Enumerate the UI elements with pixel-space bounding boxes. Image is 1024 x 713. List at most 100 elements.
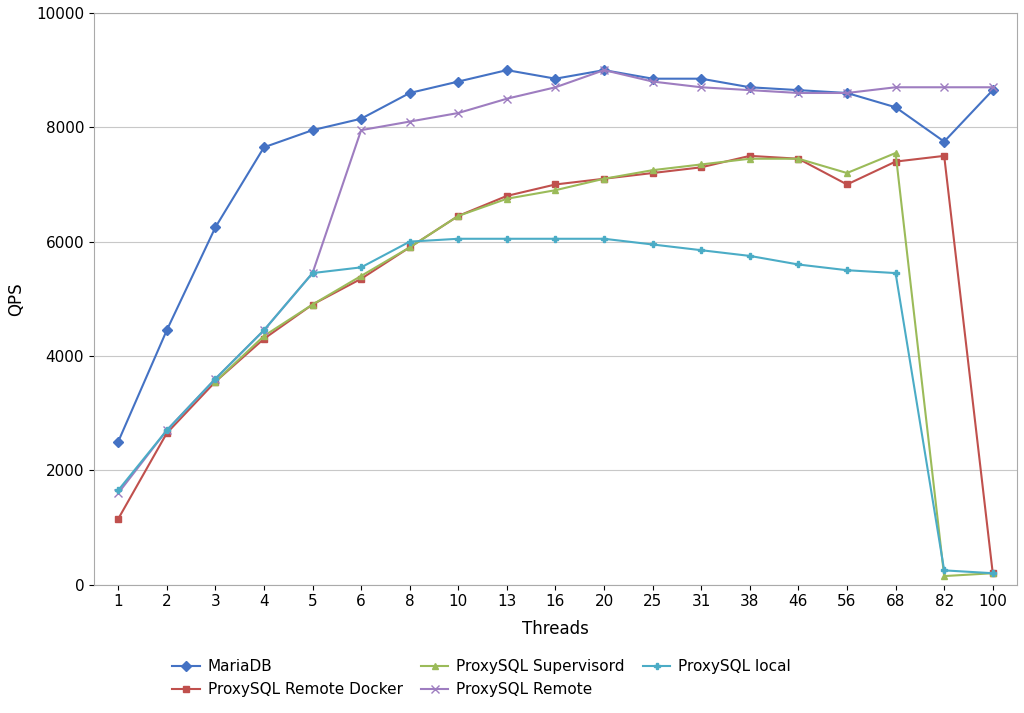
ProxySQL Supervisord bbox=[306, 300, 318, 309]
MariaDB bbox=[938, 138, 950, 146]
ProxySQL Supervisord bbox=[209, 377, 221, 386]
ProxySQL Remote Docker bbox=[938, 152, 950, 160]
ProxySQL Supervisord bbox=[403, 243, 416, 252]
ProxySQL Remote Docker bbox=[501, 192, 513, 200]
ProxySQL Remote Docker bbox=[841, 180, 853, 189]
MariaDB bbox=[841, 88, 853, 97]
ProxySQL Remote Docker bbox=[986, 569, 998, 578]
MariaDB bbox=[209, 223, 221, 232]
ProxySQL local bbox=[743, 252, 756, 260]
MariaDB bbox=[355, 114, 368, 123]
ProxySQL local bbox=[258, 326, 270, 334]
MariaDB bbox=[453, 77, 465, 86]
ProxySQL local bbox=[355, 263, 368, 272]
ProxySQL Remote bbox=[841, 88, 853, 97]
ProxySQL Remote bbox=[938, 83, 950, 91]
ProxySQL local bbox=[161, 426, 173, 435]
ProxySQL local bbox=[549, 235, 561, 243]
ProxySQL Supervisord bbox=[258, 332, 270, 340]
Legend: MariaDB, ProxySQL Remote Docker, ProxySQL Supervisord, ProxySQL Remote, ProxySQL: MariaDB, ProxySQL Remote Docker, ProxySQ… bbox=[172, 660, 791, 697]
ProxySQL Remote Docker bbox=[793, 155, 805, 163]
MariaDB bbox=[403, 88, 416, 97]
Line: ProxySQL Remote: ProxySQL Remote bbox=[114, 66, 997, 498]
ProxySQL local bbox=[890, 269, 902, 277]
ProxySQL Remote Docker bbox=[453, 212, 465, 220]
MariaDB bbox=[549, 74, 561, 83]
ProxySQL Remote bbox=[112, 489, 124, 498]
Line: ProxySQL local: ProxySQL local bbox=[115, 235, 996, 577]
ProxySQL local bbox=[793, 260, 805, 269]
ProxySQL Supervisord bbox=[646, 166, 658, 175]
ProxySQL Remote Docker bbox=[112, 515, 124, 523]
ProxySQL Supervisord bbox=[598, 175, 610, 183]
ProxySQL Remote bbox=[793, 88, 805, 97]
ProxySQL Remote Docker bbox=[549, 180, 561, 189]
ProxySQL local bbox=[841, 266, 853, 275]
Line: ProxySQL Supervisord: ProxySQL Supervisord bbox=[212, 150, 996, 580]
Line: ProxySQL Remote Docker: ProxySQL Remote Docker bbox=[115, 153, 996, 577]
MariaDB bbox=[695, 74, 708, 83]
ProxySQL Supervisord bbox=[453, 212, 465, 220]
ProxySQL Supervisord bbox=[743, 155, 756, 163]
ProxySQL Remote Docker bbox=[743, 152, 756, 160]
ProxySQL local bbox=[209, 374, 221, 383]
ProxySQL Supervisord bbox=[501, 195, 513, 203]
ProxySQL local bbox=[501, 235, 513, 243]
MariaDB bbox=[161, 326, 173, 334]
ProxySQL local bbox=[986, 569, 998, 578]
MariaDB bbox=[743, 83, 756, 91]
ProxySQL Remote bbox=[355, 126, 368, 135]
ProxySQL Remote bbox=[549, 83, 561, 91]
ProxySQL local bbox=[938, 566, 950, 575]
ProxySQL local bbox=[453, 235, 465, 243]
ProxySQL Remote bbox=[306, 269, 318, 277]
MariaDB bbox=[598, 66, 610, 74]
ProxySQL Remote Docker bbox=[258, 334, 270, 343]
MariaDB bbox=[793, 86, 805, 94]
MariaDB bbox=[306, 126, 318, 135]
ProxySQL Remote bbox=[986, 83, 998, 91]
ProxySQL Remote Docker bbox=[161, 429, 173, 438]
ProxySQL Remote bbox=[258, 326, 270, 334]
MariaDB bbox=[112, 438, 124, 446]
ProxySQL local bbox=[598, 235, 610, 243]
ProxySQL Remote Docker bbox=[890, 158, 902, 166]
Y-axis label: QPS: QPS bbox=[7, 282, 25, 316]
ProxySQL Remote bbox=[695, 83, 708, 91]
MariaDB bbox=[258, 143, 270, 152]
ProxySQL Remote Docker bbox=[598, 175, 610, 183]
X-axis label: Threads: Threads bbox=[522, 620, 589, 639]
MariaDB bbox=[890, 103, 902, 111]
ProxySQL Remote bbox=[161, 426, 173, 435]
ProxySQL Supervisord bbox=[986, 569, 998, 578]
ProxySQL Remote bbox=[890, 83, 902, 91]
ProxySQL Remote bbox=[403, 118, 416, 126]
ProxySQL Remote Docker bbox=[646, 169, 658, 178]
ProxySQL Remote Docker bbox=[355, 275, 368, 283]
ProxySQL Remote bbox=[598, 66, 610, 74]
ProxySQL Supervisord bbox=[793, 155, 805, 163]
ProxySQL Remote bbox=[743, 86, 756, 94]
ProxySQL Remote bbox=[501, 94, 513, 103]
ProxySQL Remote bbox=[453, 108, 465, 117]
ProxySQL Remote bbox=[646, 77, 658, 86]
ProxySQL Remote Docker bbox=[209, 377, 221, 386]
ProxySQL Remote Docker bbox=[695, 163, 708, 172]
ProxySQL local bbox=[403, 237, 416, 246]
ProxySQL Supervisord bbox=[890, 149, 902, 158]
ProxySQL Supervisord bbox=[695, 160, 708, 169]
ProxySQL Supervisord bbox=[938, 572, 950, 580]
ProxySQL Remote bbox=[209, 374, 221, 383]
ProxySQL local bbox=[646, 240, 658, 249]
MariaDB bbox=[986, 86, 998, 94]
ProxySQL Supervisord bbox=[355, 272, 368, 280]
MariaDB bbox=[501, 66, 513, 74]
ProxySQL Remote Docker bbox=[306, 300, 318, 309]
ProxySQL local bbox=[306, 269, 318, 277]
ProxySQL Supervisord bbox=[549, 186, 561, 195]
ProxySQL local bbox=[112, 486, 124, 495]
ProxySQL local bbox=[695, 246, 708, 255]
MariaDB bbox=[646, 74, 658, 83]
ProxySQL Supervisord bbox=[841, 169, 853, 178]
Line: MariaDB: MariaDB bbox=[115, 66, 996, 445]
